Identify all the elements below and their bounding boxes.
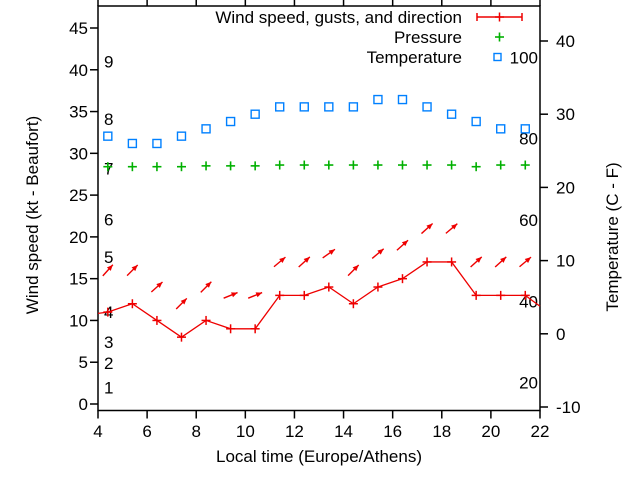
y-left-tick-label: 0 [79, 395, 88, 414]
temperature-point-marker [324, 102, 334, 112]
gust-direction-arrowhead [401, 240, 409, 247]
x-axis-tick-label: 12 [285, 422, 304, 441]
temperature-point-marker [299, 102, 309, 112]
beaufort-scale-label: 1 [104, 378, 113, 397]
gust-direction-arrowhead [205, 281, 212, 288]
y-left-tick-label: 45 [69, 19, 88, 38]
temperature-point-marker [103, 131, 113, 141]
x-axis-tick-label: 22 [531, 422, 550, 441]
temperature-point-marker [520, 124, 530, 134]
temperature-point-marker [422, 102, 432, 112]
beaufort-scale-label: 2 [104, 354, 113, 373]
x-axis-title: Local time (Europe/Athens) [216, 447, 422, 466]
gust-direction-arrowhead [255, 292, 263, 298]
gust-direction-arrowhead [180, 298, 187, 305]
legend-label-wind: Wind speed, gusts, and direction [215, 8, 462, 27]
temperature-point-marker [471, 116, 481, 127]
y-axis-title-left: Wind speed (kt - Beaufort) [23, 116, 42, 314]
fahrenheit-scale-label: 80 [519, 130, 538, 149]
y-left-tick-label: 20 [69, 228, 88, 247]
temperature-point-marker [397, 94, 408, 105]
temperature-point-marker [348, 102, 359, 112]
x-axis-tick-label: 18 [432, 422, 451, 441]
y-right-tick-label: 30 [556, 105, 575, 124]
y-left-tick-label: 15 [69, 270, 88, 289]
x-axis-tick-label: 20 [481, 422, 500, 441]
x-axis-tick-label: 6 [142, 422, 151, 441]
temperature-point-marker [275, 102, 285, 112]
beaufort-scale-label: 6 [104, 210, 113, 229]
y-axis-title-right: Temperature (C - F) [603, 162, 622, 311]
beaufort-scale-label: 3 [104, 333, 113, 352]
temperature-point-marker [225, 116, 236, 127]
x-axis-tick-label: 8 [191, 422, 200, 441]
y-left-tick-label: 10 [69, 311, 88, 330]
y-left-tick-label: 30 [69, 144, 88, 163]
y-right-tick-label: 20 [556, 178, 575, 197]
temperature-point-marker [127, 138, 138, 149]
temperature-point-marker [176, 131, 187, 141]
fahrenheit-scale-label: 40 [519, 292, 538, 311]
y-left-tick-label: 5 [79, 353, 88, 372]
plot-border [97, 5, 541, 412]
wind-speed-line [97, 261, 541, 338]
y-left-tick-label: 25 [69, 186, 88, 205]
x-axis-tick-label: 16 [383, 422, 402, 441]
x-axis-tick-label: 4 [93, 422, 102, 441]
y-right-tick-label: -10 [556, 398, 581, 417]
gust-direction-arrowhead [377, 248, 384, 255]
gust-direction-arrowhead [352, 265, 359, 272]
temperature-point-marker [152, 138, 162, 149]
y-right-tick-label: 40 [556, 32, 575, 51]
beaufort-scale-label: 5 [104, 248, 113, 267]
gust-direction-arrowhead [131, 265, 138, 272]
y-left-tick-label: 40 [69, 61, 88, 80]
gust-direction-arrowhead [328, 249, 335, 255]
gust-direction-arrowhead [156, 282, 163, 288]
legend-label-temperature: Temperature [367, 48, 462, 67]
gust-direction-arrowhead [475, 256, 482, 263]
temperature-point-marker [373, 94, 383, 105]
temperature-point-marker [496, 124, 506, 134]
x-axis-tick-label: 14 [334, 422, 353, 441]
temperature-point-marker [201, 124, 211, 134]
gust-direction-arrowhead [106, 264, 113, 271]
gust-direction-arrowhead [500, 256, 507, 263]
gust-direction-arrowhead [426, 223, 433, 230]
gust-direction-arrowhead [231, 292, 238, 298]
fahrenheit-scale-label: 20 [519, 374, 538, 393]
temperature-point-marker [250, 109, 260, 119]
gust-direction-arrowhead [279, 257, 286, 263]
temperature-point-marker [446, 109, 457, 119]
beaufort-scale-label: 8 [104, 110, 113, 129]
y-right-tick-label: 10 [556, 252, 575, 271]
fahrenheit-scale-label: 60 [519, 211, 538, 230]
legend-sample-temperature-square-icon [493, 52, 502, 62]
beaufort-scale-label: 9 [104, 52, 113, 71]
gust-direction-arrowhead [303, 256, 310, 263]
legend-label-pressure: Pressure [394, 28, 462, 47]
y-left-tick-label: 35 [69, 103, 88, 122]
gust-direction-arrowhead [451, 223, 458, 230]
beaufort-scale-label: 7 [104, 159, 113, 178]
gust-direction-arrowhead [524, 257, 532, 263]
fahrenheit-scale-label: 100 [510, 48, 538, 67]
y-right-tick-label: 0 [556, 325, 565, 344]
x-axis-tick-label: 10 [236, 422, 255, 441]
